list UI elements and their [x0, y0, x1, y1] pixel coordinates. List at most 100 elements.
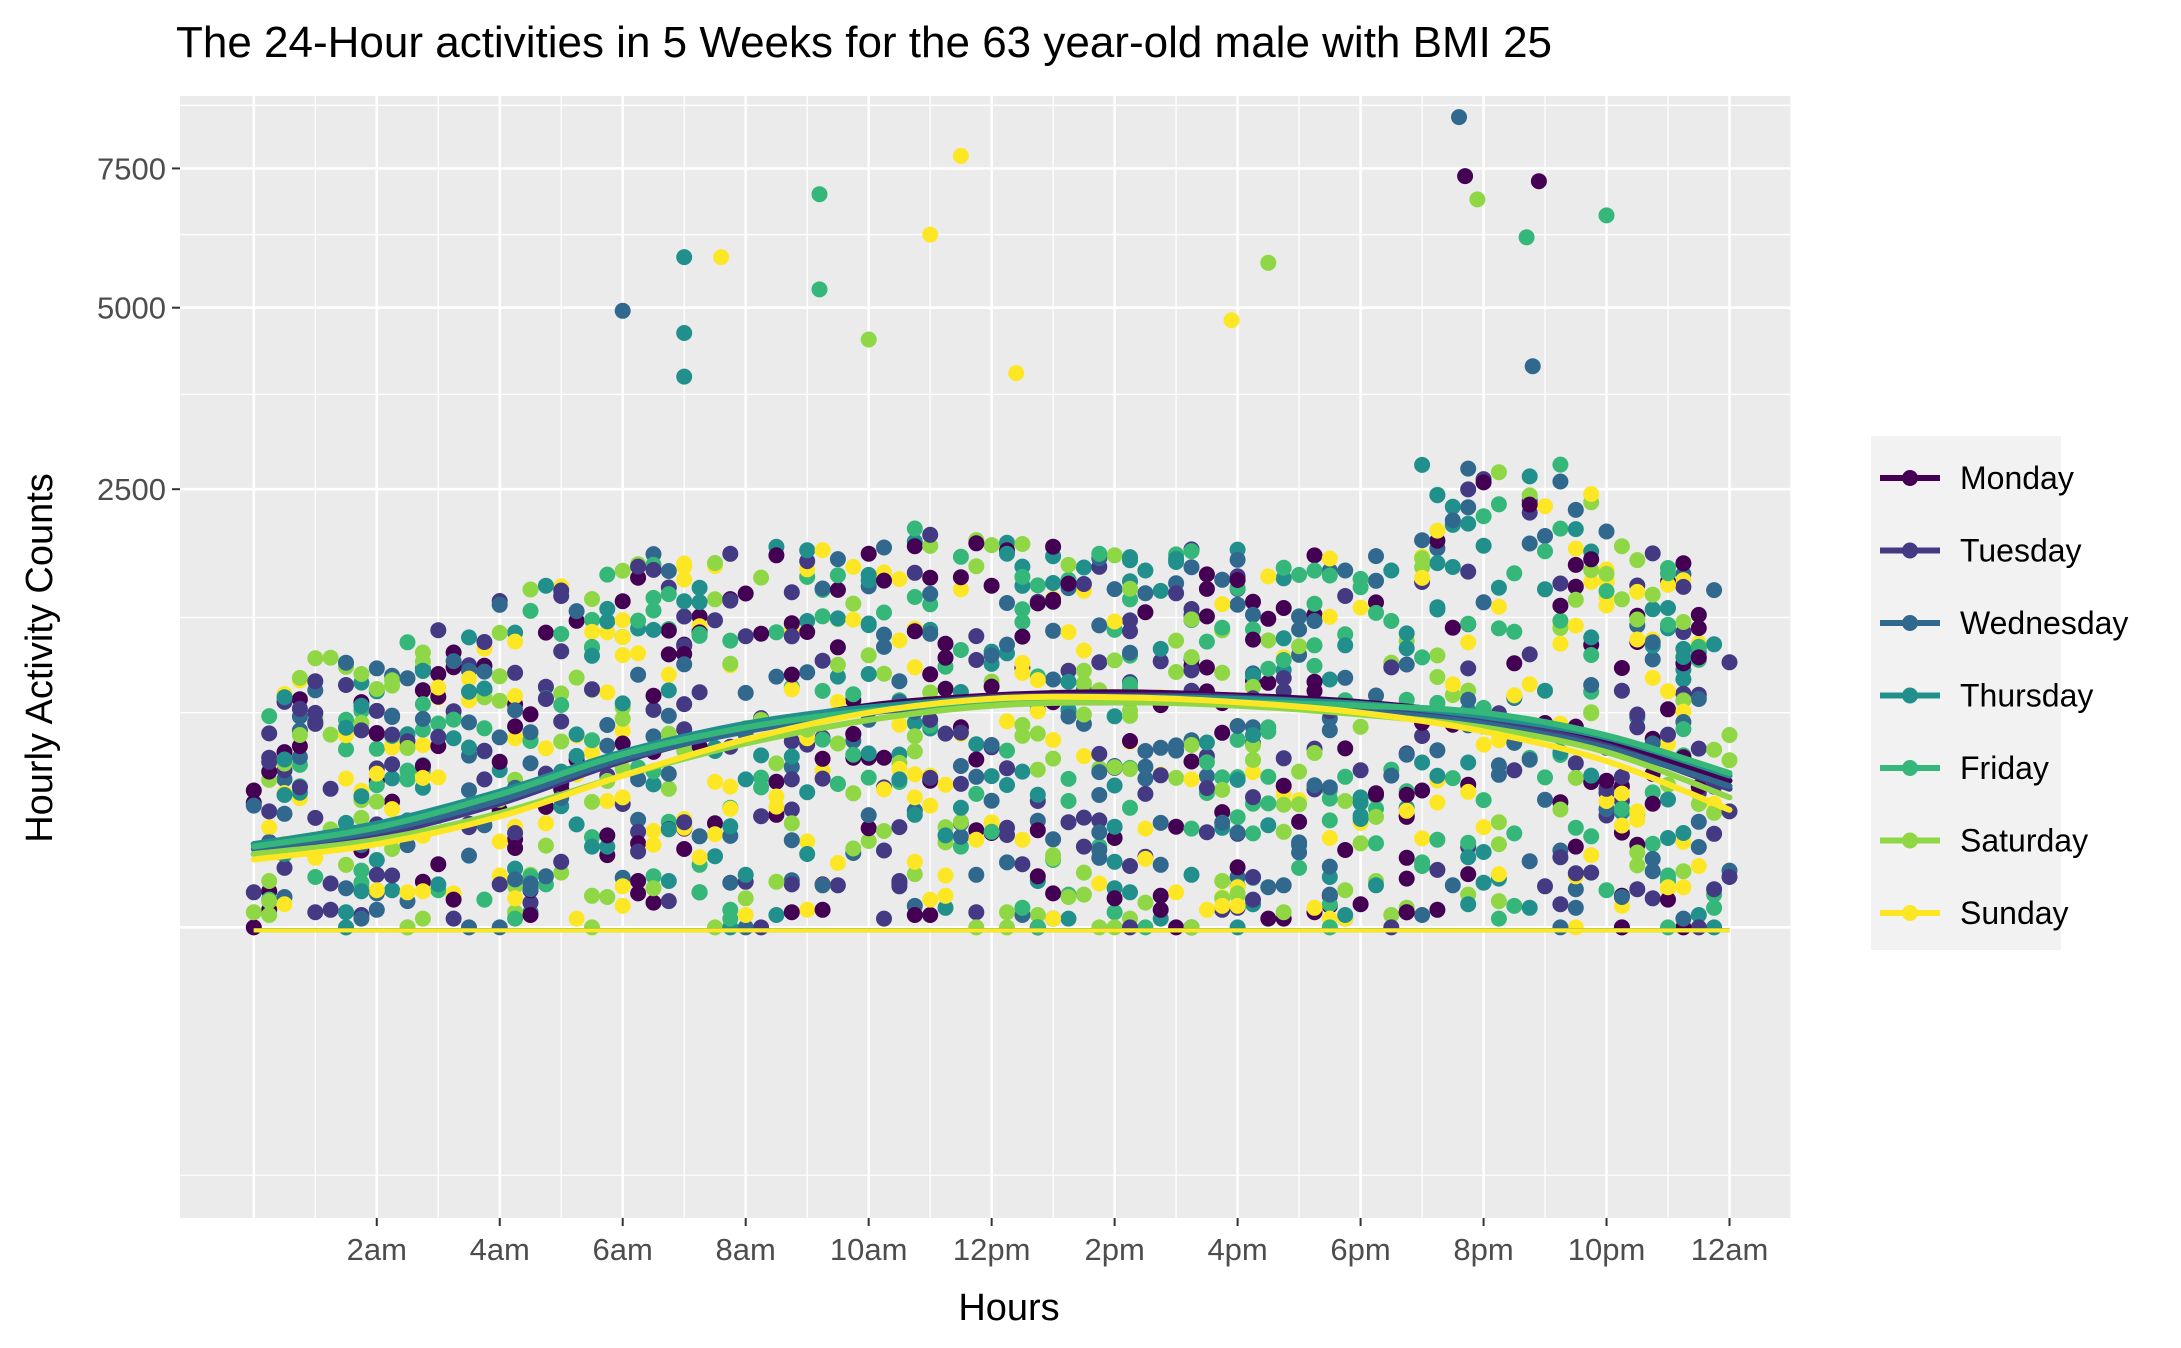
data-point: [1537, 682, 1553, 699]
data-point: [614, 878, 631, 895]
data-point: [1368, 808, 1384, 825]
data-point: [1337, 740, 1354, 757]
data-point: [1337, 768, 1354, 785]
data-point: [876, 665, 892, 682]
data-point: [1306, 547, 1323, 564]
data-point: [1368, 548, 1384, 565]
data-point: [814, 542, 831, 559]
data-point: [1029, 822, 1046, 839]
data-point: [922, 907, 939, 923]
data-point: [937, 635, 954, 652]
data-point: [1644, 784, 1661, 801]
data-point: [983, 647, 1000, 664]
data-point: [1122, 733, 1138, 749]
data-point: [1490, 893, 1507, 910]
data-point: [553, 626, 570, 642]
data-point: [1660, 616, 1676, 633]
data-point: [584, 647, 600, 664]
data-point: [922, 625, 939, 642]
data-point: [491, 596, 508, 613]
data-point: [829, 775, 846, 792]
data-point: [814, 608, 831, 625]
data-point: [261, 907, 278, 923]
data-point: [860, 769, 877, 786]
data-point: [1152, 582, 1169, 599]
data-point: [1122, 707, 1138, 724]
data-point: [676, 555, 693, 572]
data-point: [1506, 825, 1523, 842]
data-point: [937, 899, 954, 916]
data-point: [999, 919, 1015, 936]
data-point: [476, 663, 493, 680]
data-point: [1183, 559, 1200, 576]
data-point: [1245, 727, 1261, 743]
data-point: [968, 736, 985, 753]
data-point: [1368, 572, 1384, 589]
data-point: [1429, 599, 1446, 616]
x-tick-label: 2pm: [1084, 1232, 1144, 1267]
data-point: [261, 725, 278, 742]
data-point: [1675, 555, 1692, 572]
x-tick-label: 12am: [1691, 1232, 1769, 1267]
data-point: [1414, 550, 1431, 567]
data-point: [1229, 718, 1246, 734]
data-point: [860, 745, 877, 762]
data-point: [1414, 754, 1431, 771]
data-point: [1060, 556, 1077, 573]
data-point: [338, 856, 354, 873]
data-point: [414, 662, 431, 679]
data-point: [1321, 830, 1338, 846]
data-point: [430, 856, 447, 873]
data-point: [1429, 669, 1446, 685]
data-point: [1383, 919, 1400, 936]
data-point: [906, 564, 923, 581]
data-point: [845, 686, 862, 703]
data-point: [1245, 869, 1261, 885]
data-point: [1275, 652, 1292, 668]
data-point: [1168, 742, 1185, 759]
data-point: [1352, 835, 1369, 852]
data-point: [1475, 792, 1492, 809]
data-point: [1613, 785, 1630, 802]
data-point: [1552, 635, 1569, 652]
data-point: [1183, 919, 1200, 936]
data-point: [1337, 842, 1354, 858]
data-point: [1291, 796, 1308, 813]
data-point: [1168, 554, 1185, 570]
data-point: [537, 837, 554, 854]
data-point: [691, 884, 708, 901]
data-point: [1460, 615, 1477, 632]
legend-dot: [1902, 615, 1918, 631]
data-point: [384, 882, 401, 899]
data-point: [1598, 207, 1615, 224]
data-point: [1106, 708, 1123, 725]
data-point: [1552, 473, 1569, 490]
data-point: [1045, 831, 1062, 848]
legend-label: Tuesday: [1960, 533, 2082, 569]
data-point: [537, 868, 554, 885]
data-point: [1014, 856, 1031, 873]
data-point: [1429, 522, 1446, 539]
data-point: [1598, 882, 1615, 899]
data-point: [399, 740, 416, 756]
data-point: [645, 687, 662, 704]
data-point: [1306, 595, 1323, 612]
data-point: [1198, 566, 1215, 583]
data-point: [829, 567, 846, 584]
data-point: [876, 626, 892, 643]
data-point: [1091, 764, 1108, 781]
data-point: [1429, 487, 1446, 504]
data-point: [1475, 736, 1492, 753]
data-point: [630, 843, 647, 860]
data-point: [368, 681, 385, 697]
data-point: [768, 755, 785, 772]
data-point: [599, 793, 616, 809]
data-point: [1429, 742, 1446, 759]
data-point: [829, 551, 846, 568]
data-point: [983, 678, 1000, 695]
data-point: [676, 696, 693, 713]
data-point: [1414, 649, 1431, 666]
data-point: [1045, 575, 1062, 591]
data-point: [414, 769, 431, 786]
data-point: [891, 571, 908, 588]
